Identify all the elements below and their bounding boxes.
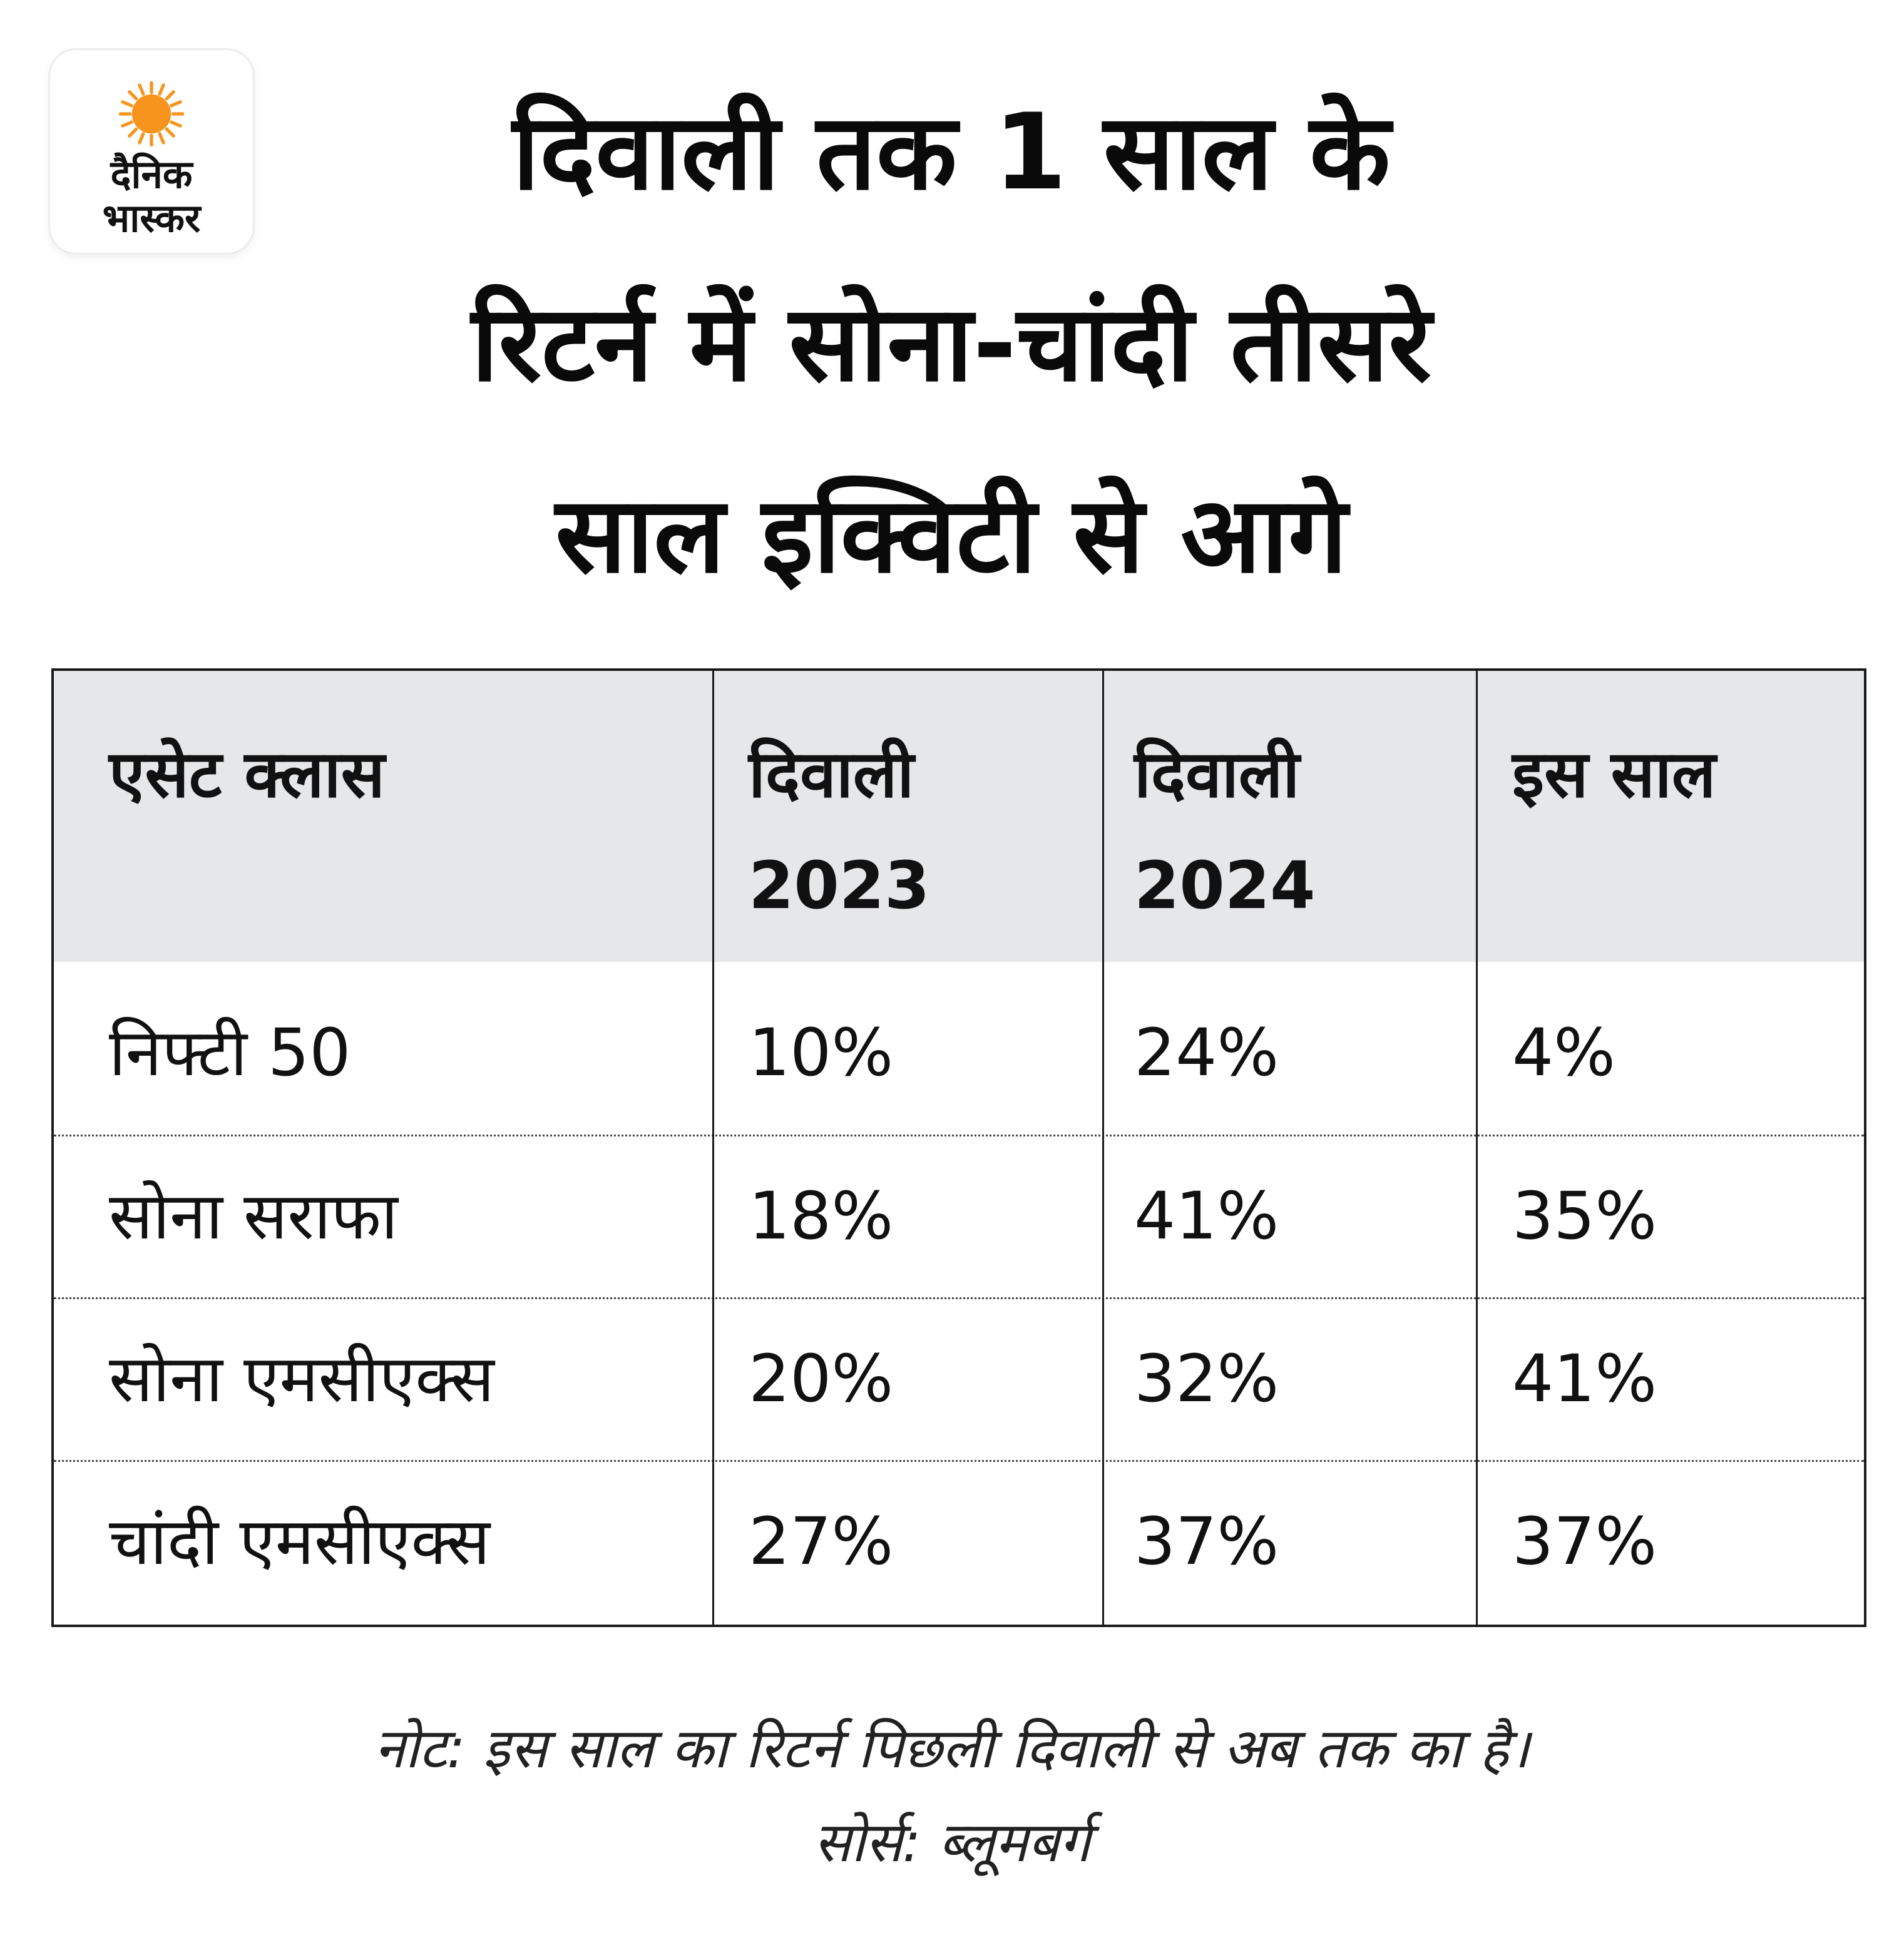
title-line: रिटर्न में सोना-चांदी तीसरे — [471, 282, 1432, 405]
table-cell-value: 41% — [1134, 1178, 1279, 1254]
header-cell-diwali-2023: दिवाली 2023 — [749, 718, 929, 941]
dainik-bhaskar-logo: दैनिक भास्कर — [50, 50, 253, 253]
sun-ray — [158, 132, 165, 145]
table-cell-value: 32% — [1134, 1340, 1279, 1417]
column-divider — [1476, 671, 1478, 1625]
table-cell-value: 35% — [1512, 1178, 1657, 1254]
returns-table: एसेट क्लास दिवाली 2023 दिवाली 2024 इस सा… — [51, 668, 1866, 1627]
title-line: साल इक्विटी से आगे — [555, 474, 1348, 596]
header-cell-diwali-2024: दिवाली 2024 — [1134, 718, 1315, 941]
table-cell-asset: चांदी एमसीएक्स — [109, 1503, 491, 1580]
table-cell-asset: सोना एमसीएक्स — [109, 1340, 494, 1417]
header-label: इस साल — [1512, 736, 1716, 812]
table-cell-value: 10% — [749, 1014, 894, 1091]
row-divider — [54, 1460, 1864, 1462]
table-cell-value: 4% — [1512, 1014, 1615, 1091]
sun-ray — [158, 83, 165, 96]
table-cell-value: 41% — [1512, 1340, 1657, 1417]
header-cell-this-year: इस साल — [1512, 718, 1716, 830]
header-label: दिवाली — [749, 736, 914, 812]
row-divider — [54, 1135, 1864, 1136]
header-cell-asset-class: एसेट क्लास — [109, 718, 385, 830]
sun-core — [131, 94, 171, 134]
sun-ray — [170, 120, 182, 128]
sun-ray — [121, 100, 133, 108]
sun-icon — [119, 81, 184, 146]
table-cell-value: 37% — [1134, 1503, 1279, 1580]
sun-ray — [128, 90, 138, 101]
sun-ray — [138, 83, 145, 96]
row-divider — [54, 1297, 1864, 1299]
header-label: दिवाली — [1134, 736, 1300, 812]
sun-ray — [165, 90, 175, 101]
table-cell-asset: निफ्टी 50 — [109, 1014, 351, 1091]
header-year: 2024 — [1134, 847, 1316, 924]
sun-ray — [121, 120, 133, 128]
table-cell-value: 20% — [749, 1340, 894, 1417]
footnote: नोट: इस साल का रिटर्न पिछली दिवाली से अब… — [374, 1716, 1530, 1780]
page-title: दिवाली तक 1 साल के रिटर्न में सोना-चांदी… — [263, 56, 1640, 631]
logo-text-line2: भास्कर — [102, 195, 201, 241]
header-year: 2023 — [749, 847, 930, 924]
sun-ray — [165, 127, 175, 138]
header-label: एसेट क्लास — [109, 736, 385, 812]
table-cell-value: 24% — [1134, 1014, 1279, 1091]
column-divider — [1102, 671, 1104, 1625]
sun-ray — [128, 127, 138, 138]
table-cell-value: 37% — [1512, 1503, 1657, 1580]
sun-ray — [170, 100, 182, 108]
title-line: दिवाली तक 1 साल के — [512, 91, 1391, 213]
table-cell-value: 18% — [749, 1178, 894, 1254]
table-cell-asset: सोना सराफा — [109, 1178, 398, 1254]
sun-ray — [138, 132, 145, 145]
source-note: सोर्स: ब्लूमबर्ग — [813, 1810, 1090, 1874]
table-cell-value: 27% — [749, 1503, 894, 1580]
table-header-row — [54, 671, 1864, 962]
logo-text-line1: दैनिक — [110, 151, 193, 197]
column-divider — [712, 671, 714, 1625]
